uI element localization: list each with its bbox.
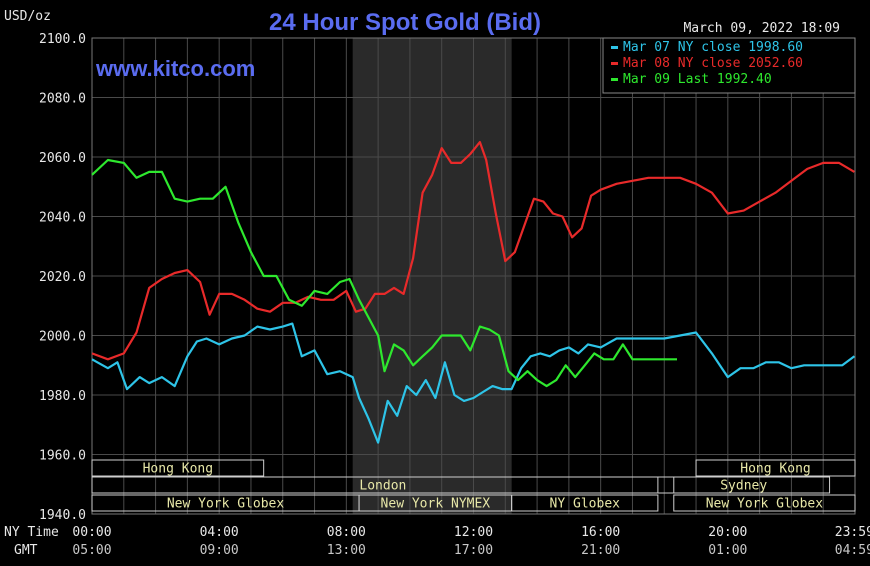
y-tick-label: 2020.0 xyxy=(39,270,86,285)
session-label: New York NYMEX xyxy=(381,497,491,512)
timestamp: March 09, 2022 18:09 xyxy=(683,21,840,36)
y-tick-label: 1960.0 xyxy=(39,449,86,464)
x-tick-label-gmt: 13:00 xyxy=(327,543,366,558)
legend-label: Mar 07 NY close 1998.60 xyxy=(623,40,803,55)
x-tick-label-ny: 12:00 xyxy=(454,525,493,540)
y-tick-label: 2100.0 xyxy=(39,32,86,47)
x-tick-label-ny: 04:00 xyxy=(200,525,239,540)
session-label: New York Globex xyxy=(167,497,285,512)
y-tick-label: 2060.0 xyxy=(39,151,86,166)
unit-label: USD/oz xyxy=(4,9,51,24)
series-line xyxy=(91,158,677,388)
x-tick-label-gmt: 04:59 xyxy=(835,543,870,558)
session-box xyxy=(673,494,856,512)
y-axis-ticks: 2100.0 2080.0 2060.0 2040.0 2020.0 2000.0 1980… xyxy=(39,32,86,523)
session-label: NY Globex xyxy=(550,497,621,512)
row-label-ny: NY Time xyxy=(4,525,59,540)
x-tick-label-gmt: 21:00 xyxy=(581,543,620,558)
y-tick-label: 1940.0 xyxy=(39,508,86,523)
x-tick-label-gmt: 09:00 xyxy=(200,543,239,558)
y-tick-label: 1980.0 xyxy=(39,389,86,404)
x-tick-label-gmt: 05:00 xyxy=(72,543,111,558)
x-tick-label-gmt: 01:00 xyxy=(708,543,747,558)
x-tick-label-gmt: 17:00 xyxy=(454,543,493,558)
series-line xyxy=(91,322,856,444)
x-tick-label-ny: 20:00 xyxy=(708,525,747,540)
chart-title: 24 Hour Spot Gold (Bid) xyxy=(269,9,541,36)
legend-swatch xyxy=(611,62,618,65)
y-tick-label: 2000.0 xyxy=(39,330,86,345)
legend-box xyxy=(602,37,856,94)
session-box xyxy=(91,476,675,494)
legend-label: Mar 09 Last 1992.40 xyxy=(623,72,772,87)
session-label: New York Globex xyxy=(706,497,824,512)
y-tick-label: 2080.0 xyxy=(39,92,86,107)
x-axis-ticks: 00:00 05:00 04:00 09:00 08:00 13:00 12:00 17:00… xyxy=(72,525,870,558)
x-tick-label-ny: 08:00 xyxy=(327,525,366,540)
y-tick-label: 2040.0 xyxy=(39,211,86,226)
plot-border xyxy=(91,37,856,515)
series-lines xyxy=(91,141,856,444)
session-label: Hong Kong xyxy=(143,462,213,477)
session-box xyxy=(91,459,265,477)
session-label: Sydney xyxy=(720,479,767,494)
session-box xyxy=(695,459,856,477)
legend-label: Mar 08 NY close 2052.60 xyxy=(623,56,803,71)
session-label: London xyxy=(359,479,406,494)
session-box xyxy=(511,494,659,512)
grid xyxy=(91,37,856,515)
x-tick-label-ny: 23:59 xyxy=(835,525,870,540)
row-label-gmt: GMT xyxy=(14,543,38,558)
x-tick-label-ny: 00:00 xyxy=(72,525,111,540)
x-tick-label-ny: 16:00 xyxy=(581,525,620,540)
session-boxes: Hong Kong London New York Globex New York N… xyxy=(91,459,856,512)
session-label: Hong Kong xyxy=(740,462,810,477)
legend-swatch xyxy=(611,46,618,49)
series-line xyxy=(91,141,855,361)
session-box xyxy=(657,476,831,494)
legend-swatch xyxy=(611,78,618,81)
watermark: www.kitco.com xyxy=(95,56,255,81)
